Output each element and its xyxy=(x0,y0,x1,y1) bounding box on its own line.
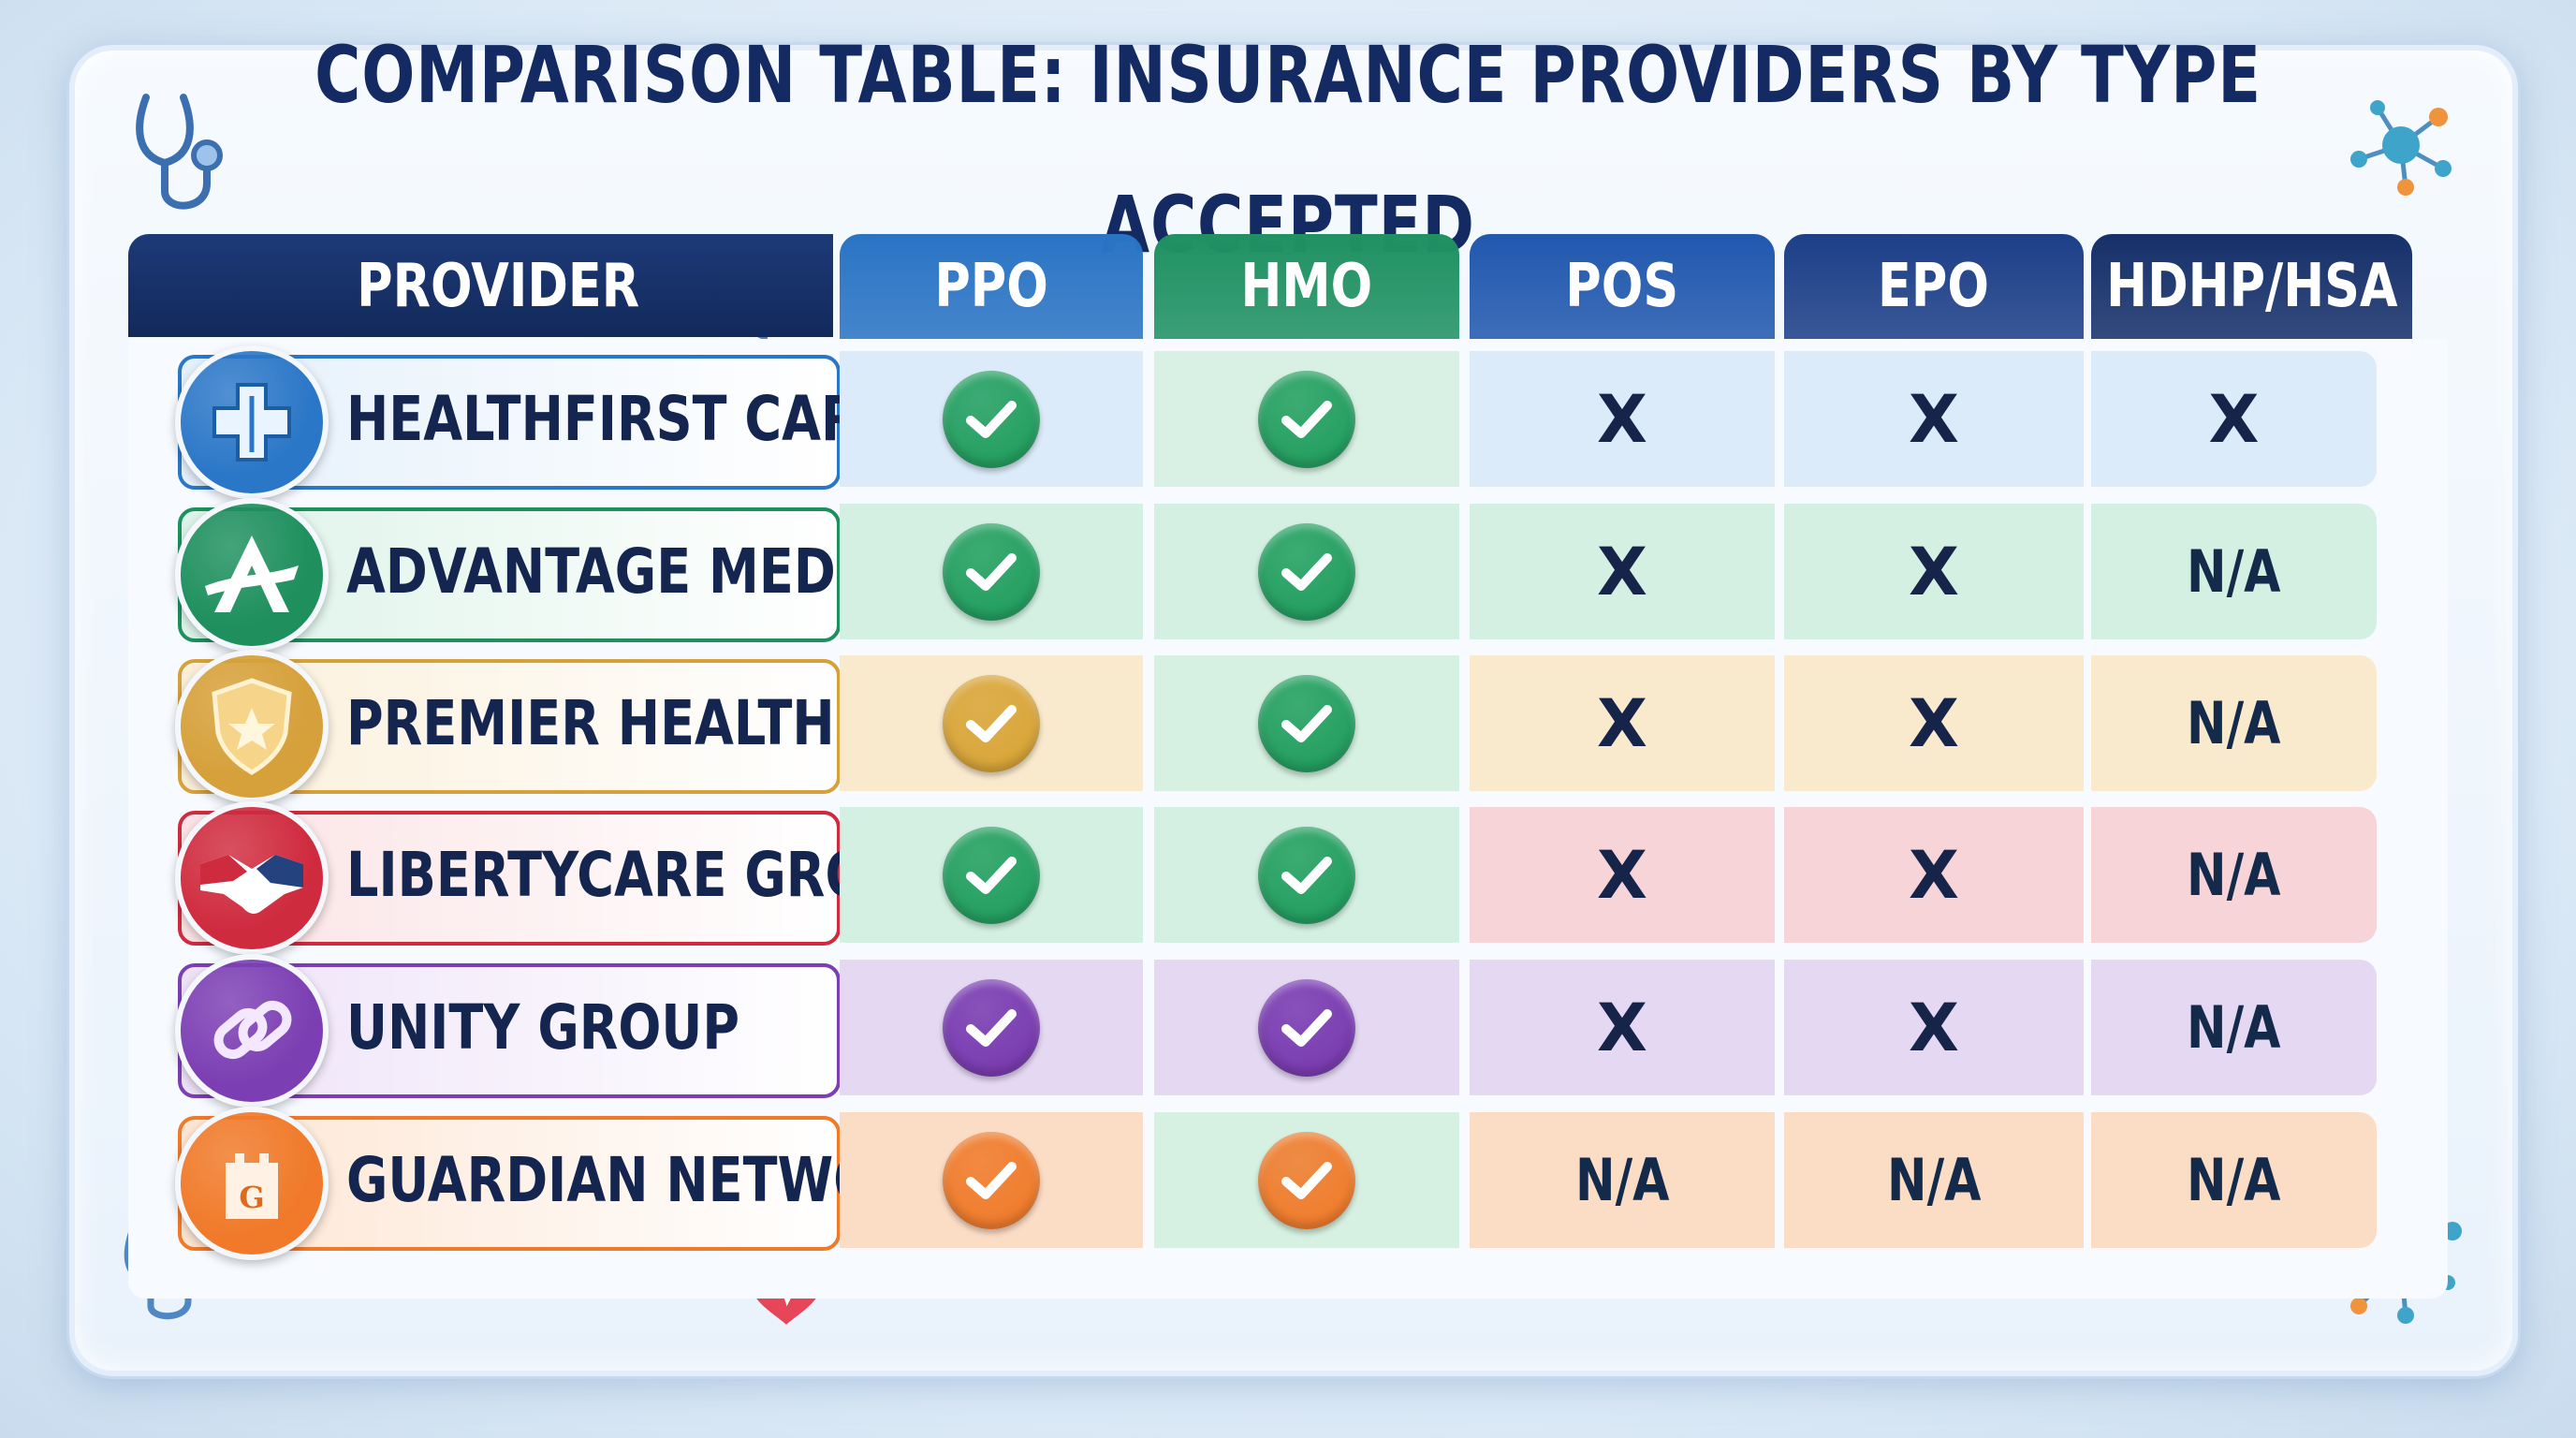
x-mark: X xyxy=(1909,380,1959,458)
chain-link-icon xyxy=(175,954,329,1108)
accepted-check-cell xyxy=(1154,655,1459,791)
accepted-check-cell xyxy=(1154,504,1459,639)
x-mark: X xyxy=(2208,380,2260,458)
not-accepted-cell: X xyxy=(1470,351,1775,487)
column-header-label: PPO xyxy=(934,252,1048,321)
accepted-check-cell xyxy=(840,351,1143,487)
not-applicable-cell: N/A xyxy=(1470,1112,1775,1248)
accepted-check-cell xyxy=(1154,1112,1459,1248)
x-mark: X xyxy=(1909,533,1959,610)
not-accepted-cell: X xyxy=(1784,960,2084,1095)
x-mark: X xyxy=(1597,989,1647,1066)
na-label: N/A xyxy=(1886,1146,1982,1214)
accepted-check-cell xyxy=(1154,807,1459,943)
checkmark-icon xyxy=(1258,370,1355,468)
x-mark: X xyxy=(1597,836,1647,914)
checkmark-icon xyxy=(943,370,1040,468)
checkmark-icon xyxy=(1258,674,1355,772)
x-mark: X xyxy=(1909,989,1959,1066)
x-mark: X xyxy=(1597,684,1647,762)
not-accepted-cell: X xyxy=(1784,655,2084,791)
provider-name: PREMIER HEALTH xyxy=(346,655,942,791)
x-mark: X xyxy=(1597,533,1647,610)
not-accepted-cell: X xyxy=(1470,504,1775,639)
x-mark: X xyxy=(1909,836,1959,914)
checkmark-icon xyxy=(943,674,1040,772)
checkmark-icon xyxy=(943,826,1040,924)
accepted-check-cell xyxy=(840,960,1143,1095)
na-label: N/A xyxy=(2187,993,2281,1062)
column-header-label: POS xyxy=(1565,252,1679,321)
checkmark-icon xyxy=(1258,826,1355,924)
not-applicable-cell: N/A xyxy=(2091,960,2377,1095)
column-header-hmo: HMO xyxy=(1154,234,1459,339)
not-accepted-cell: X xyxy=(1470,655,1775,791)
checkmark-icon xyxy=(943,978,1040,1077)
checkmark-icon xyxy=(1258,978,1355,1077)
accepted-check-cell xyxy=(1154,351,1459,487)
column-header-epo: EPO xyxy=(1784,234,2084,339)
stethoscope-icon xyxy=(136,94,223,210)
shield-star-icon xyxy=(175,650,329,803)
not-applicable-cell: N/A xyxy=(2091,807,2377,943)
not-applicable-cell: N/A xyxy=(2091,655,2377,791)
molecule-icon xyxy=(2350,100,2452,196)
not-accepted-cell: X xyxy=(1784,807,2084,943)
not-applicable-cell: N/A xyxy=(2091,504,2377,639)
column-header-label: EPO xyxy=(1878,252,1990,321)
medical-cross-icon xyxy=(175,345,329,499)
not-applicable-cell: N/A xyxy=(1784,1112,2084,1248)
page-title: COMPARISON TABLE: INSURANCE PROVIDERS BY… xyxy=(315,29,2261,271)
x-mark: X xyxy=(1597,380,1647,458)
not-accepted-cell: X xyxy=(1784,504,2084,639)
na-label: N/A xyxy=(2187,1146,2281,1214)
provider-name-label: UNITY GROUP xyxy=(346,991,740,1064)
letter-a-icon xyxy=(175,498,329,652)
handshake-icon xyxy=(175,801,329,955)
checkmark-icon xyxy=(943,1131,1040,1229)
provider-name-label: HEALTHFIRST CARE xyxy=(346,383,895,455)
column-header-label: HMO xyxy=(1240,252,1373,321)
na-label: N/A xyxy=(2187,537,2281,606)
na-label: N/A xyxy=(1574,1146,1670,1214)
provider-header-bg xyxy=(128,234,833,337)
not-accepted-cell: X xyxy=(1784,351,2084,487)
column-header-pos: POS xyxy=(1470,234,1775,339)
na-label: N/A xyxy=(2187,689,2281,757)
column-header-ppo: PPO xyxy=(840,234,1143,339)
accepted-check-cell xyxy=(840,1112,1143,1248)
na-label: N/A xyxy=(2187,841,2281,909)
provider-column-header: PROVIDER xyxy=(128,234,868,339)
castle-g-icon: G xyxy=(175,1107,329,1260)
checkmark-icon xyxy=(1258,522,1355,621)
not-accepted-cell: X xyxy=(1470,807,1775,943)
not-accepted-cell: X xyxy=(2091,351,2377,487)
column-header-hdhp-hsa: HDHP/HSA xyxy=(2091,234,2412,339)
svg-text:G: G xyxy=(239,1180,264,1215)
checkmark-icon xyxy=(1258,1131,1355,1229)
provider-name-label: PREMIER HEALTH xyxy=(346,687,835,759)
accepted-check-cell xyxy=(840,807,1143,943)
column-header-label: HDHP/HSA xyxy=(2105,252,2398,321)
accepted-check-cell xyxy=(1154,960,1459,1095)
accepted-check-cell xyxy=(840,504,1143,639)
not-applicable-cell: N/A xyxy=(2091,1112,2377,1248)
provider-name: HEALTHFIRST CARE xyxy=(346,351,1015,487)
accepted-check-cell xyxy=(840,655,1143,791)
not-accepted-cell: X xyxy=(1470,960,1775,1095)
provider-name: UNITY GROUP xyxy=(346,960,826,1095)
provider-header-label: PROVIDER xyxy=(356,252,640,321)
checkmark-icon xyxy=(943,522,1040,621)
x-mark: X xyxy=(1909,684,1959,762)
